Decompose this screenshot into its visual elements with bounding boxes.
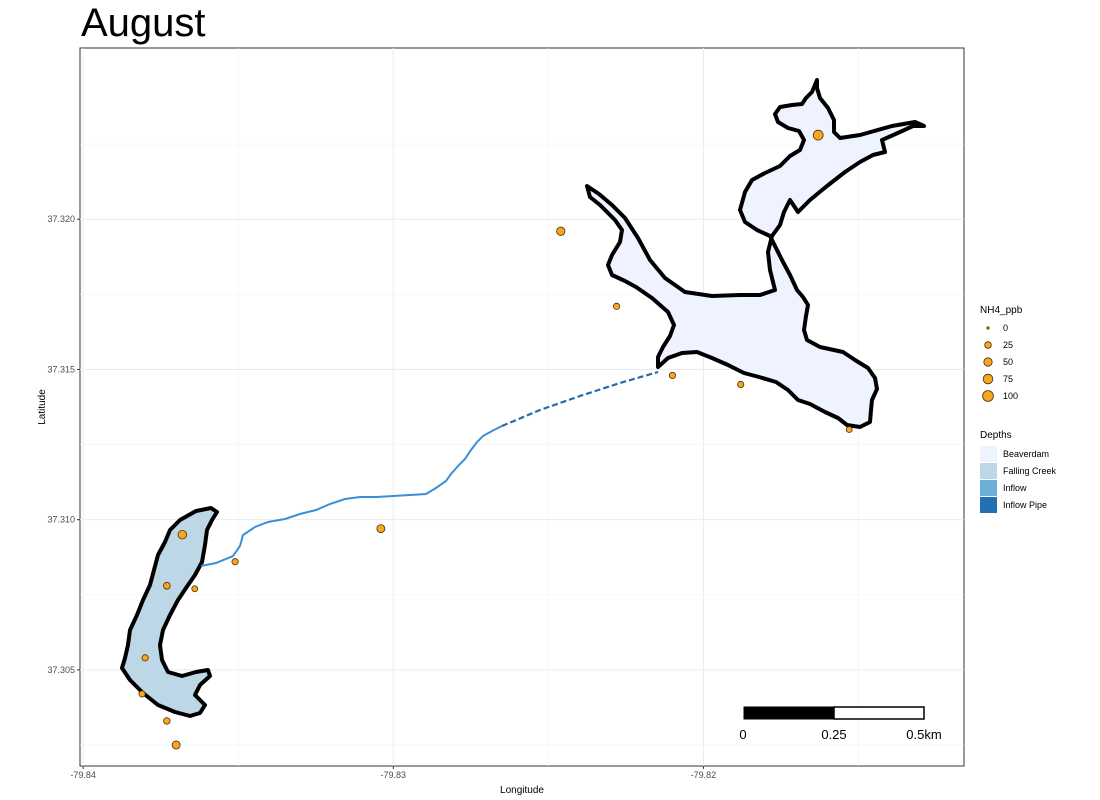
- size-legend-key: [983, 357, 993, 367]
- nh4-point: [231, 558, 239, 566]
- beaverdam-reservoir: [585, 78, 926, 429]
- y-tick-label: 37.315: [47, 364, 75, 374]
- size-legend-key: [982, 390, 994, 402]
- fill-legend-label: Beaverdam: [1003, 449, 1049, 459]
- nh4-point: [812, 129, 824, 141]
- scale-bar-black-segment: [743, 706, 835, 720]
- y-tick-label: 37.320: [47, 214, 75, 224]
- x-tick-label: -79.83: [381, 770, 407, 780]
- scale-label-05km: 0.5km: [906, 727, 941, 742]
- size-legend-label: 0: [1003, 323, 1008, 333]
- grid-lines: [80, 48, 964, 766]
- fill-legend-key: [980, 480, 997, 496]
- y-tick-label: 37.305: [47, 665, 75, 675]
- axes: -79.84 -79.83 -79.82 37.305 37.310 37.315 37.3…: [47, 214, 716, 780]
- size-legend-label: 50: [1003, 357, 1013, 367]
- size-legend-key: [984, 341, 992, 349]
- size-legend-label: 25: [1003, 340, 1013, 350]
- x-axis-title: Longitude: [500, 785, 544, 796]
- nh4-point: [163, 581, 171, 590]
- fill-legend-label: Inflow Pipe: [1003, 500, 1047, 510]
- scale-label-025: 0.25: [821, 727, 846, 742]
- size-legend-title: NH4_ppb: [980, 305, 1023, 316]
- x-tick-label: -79.84: [70, 770, 96, 780]
- size-legend-label: 75: [1003, 374, 1013, 384]
- fill-legend-key: [980, 446, 997, 462]
- y-axis-title: Latitude: [37, 389, 48, 425]
- nh4-point: [177, 529, 188, 540]
- fill-legend-label: Falling Creek: [1003, 466, 1057, 476]
- y-tick-label: 37.310: [47, 515, 75, 525]
- fill-legend-key: [980, 463, 997, 479]
- nh4-point: [556, 226, 566, 236]
- nh4-point: [737, 380, 745, 389]
- size-legend-label: 100: [1003, 391, 1018, 401]
- x-tick-label: -79.82: [691, 770, 717, 780]
- inflow-pipe: [501, 370, 659, 428]
- fill-legend: Depths Beaverdam Falling Creek Inflow Inflo…: [980, 430, 1057, 513]
- nh4-point: [376, 524, 386, 534]
- inflow-stream: [200, 425, 503, 567]
- nh4-point: [138, 690, 146, 698]
- map-title: August: [81, 1, 206, 45]
- fill-legend-key: [980, 497, 997, 513]
- scale-bar-white-segment: [833, 706, 925, 720]
- nh4-point: [845, 426, 853, 433]
- size-legend-key: [982, 373, 994, 385]
- nh4-point: [613, 302, 621, 310]
- size-legend: NH4_ppb 0 25 50 75 100: [980, 305, 1023, 402]
- nh4-point: [191, 585, 199, 593]
- scale-label-0: 0: [739, 727, 746, 742]
- nh4-point: [171, 740, 181, 750]
- fill-legend-label: Inflow: [1003, 483, 1027, 493]
- size-legend-key: [986, 326, 990, 330]
- nh4-point: [668, 371, 677, 380]
- scale-bar: 0 0.25 0.5km: [739, 706, 942, 742]
- nh4-point: [141, 654, 149, 662]
- falling-creek-reservoir: [120, 506, 219, 718]
- fill-legend-title: Depths: [980, 430, 1012, 441]
- nh4-point: [163, 717, 171, 725]
- nh4-points: [138, 129, 853, 750]
